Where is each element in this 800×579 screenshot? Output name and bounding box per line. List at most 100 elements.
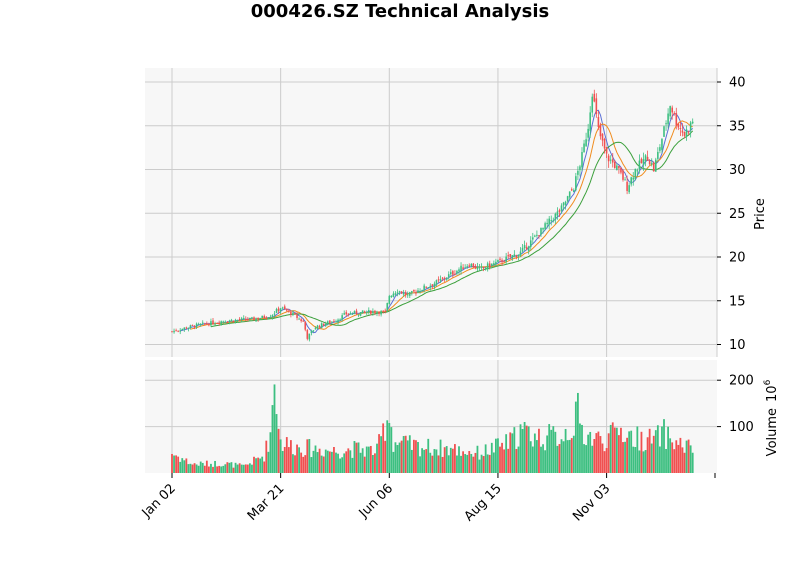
candle-body	[431, 284, 434, 286]
volume-bar	[300, 452, 303, 473]
candle-body	[441, 277, 444, 279]
volume-bar	[470, 453, 473, 473]
candle-body	[409, 292, 411, 296]
candle-body	[347, 313, 350, 315]
volume-bar	[536, 440, 538, 473]
volume-bar	[681, 447, 684, 473]
volume-bar	[189, 463, 192, 473]
volume-bar	[620, 427, 622, 473]
candle-body	[427, 287, 430, 289]
candle-body	[624, 179, 626, 181]
volume-bar	[277, 428, 280, 473]
candle-body	[683, 131, 686, 136]
candle-body	[226, 322, 229, 324]
volume-bar	[632, 446, 635, 473]
candle-body	[238, 319, 241, 321]
candle-body	[204, 323, 206, 325]
candle-body	[482, 267, 485, 269]
candle-body	[249, 317, 251, 320]
candle-body	[275, 309, 278, 313]
candle-body	[251, 317, 253, 319]
volume-bar	[347, 448, 350, 473]
candle-body	[659, 147, 661, 151]
candle-body	[497, 259, 499, 263]
price-candles	[171, 89, 694, 342]
volume-bar	[203, 465, 206, 473]
candle-body	[353, 311, 356, 314]
volume-bar	[183, 460, 186, 473]
volume-bar	[599, 436, 602, 473]
volume-bar	[523, 421, 526, 473]
candle-body	[648, 160, 651, 165]
volume-axis-exponent: 10	[765, 385, 780, 402]
volume-bar	[667, 426, 669, 473]
volume-bar	[650, 443, 653, 473]
candle-body	[292, 312, 294, 315]
volume-bar	[439, 439, 442, 473]
volume-bar	[451, 448, 454, 473]
volume-bar	[558, 444, 561, 473]
volume-bar	[460, 455, 462, 473]
candle-body	[294, 313, 296, 315]
volume-bar	[495, 438, 497, 473]
candle-body	[341, 315, 343, 320]
candle-body	[542, 227, 544, 230]
price-y-ticks: 10 15 20 25 30 35 40	[716, 68, 746, 357]
volume-bar	[456, 455, 458, 473]
volume-bar	[423, 449, 426, 473]
candle-body	[464, 267, 466, 269]
candle-body	[222, 321, 225, 323]
volume-bar	[320, 455, 323, 473]
candle-body	[296, 314, 298, 318]
candle-body	[310, 331, 313, 334]
volume-bar	[413, 439, 415, 473]
volume-bar	[372, 455, 374, 473]
candle-body	[396, 292, 399, 294]
candle-body	[593, 93, 596, 102]
candle-body	[230, 319, 233, 322]
candle-body	[411, 291, 413, 293]
candle-body	[435, 280, 438, 285]
candle-body	[390, 295, 393, 298]
candle-body	[665, 123, 667, 125]
volume-bar	[468, 451, 471, 473]
volume-bar	[507, 448, 510, 473]
volume-bar	[550, 429, 553, 473]
volume-bar	[400, 440, 403, 473]
volume-bar	[318, 448, 321, 473]
candle-body	[478, 266, 481, 269]
candle-body	[669, 106, 671, 117]
candle-body	[519, 251, 522, 256]
volume-bar	[527, 426, 530, 473]
candle-body	[575, 176, 577, 191]
candle-body	[603, 139, 606, 149]
volume-bar	[392, 451, 395, 473]
candle-body	[591, 96, 594, 113]
candle-body	[320, 323, 323, 329]
volume-bar	[257, 457, 259, 473]
candle-body	[460, 265, 462, 271]
volume-bar	[574, 401, 577, 473]
volume-bar	[331, 451, 333, 473]
volume-bar	[216, 466, 218, 473]
candle-body	[283, 306, 286, 309]
candle-body	[216, 322, 218, 324]
volume-bar	[390, 427, 393, 473]
candle-body	[302, 320, 304, 322]
candle-body	[421, 289, 423, 291]
volume-bar	[572, 435, 575, 473]
candle-body	[644, 155, 647, 161]
candle-body	[382, 310, 384, 312]
volume-bar	[593, 439, 596, 473]
candle-body	[525, 246, 528, 250]
volume-bar	[419, 456, 421, 473]
x-tick-label: Mar 21	[245, 481, 288, 524]
candle-body	[562, 202, 565, 206]
volume-bar	[611, 422, 614, 473]
volume-bar	[255, 458, 257, 473]
candle-body	[503, 261, 505, 263]
volume-bar	[591, 445, 594, 473]
candle-body	[570, 189, 573, 191]
volume-bar	[691, 452, 694, 473]
candle-body	[589, 112, 591, 131]
